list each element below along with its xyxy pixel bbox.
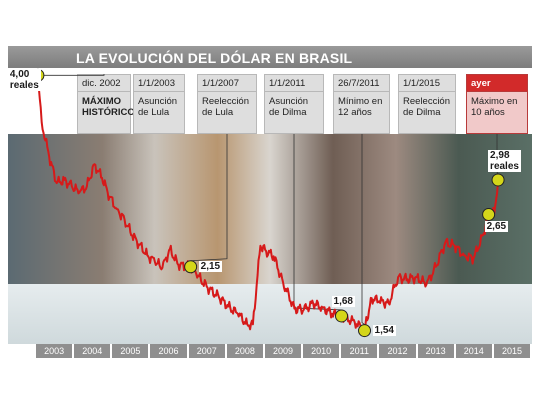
connector-line [190, 134, 228, 262]
connector-line [37, 74, 105, 76]
event-date: 1/1/2003 [134, 75, 184, 92]
chart-title: LA EVOLUCIÓN DEL DÓLAR EN BRASIL [76, 50, 353, 66]
point-markers [31, 68, 505, 338]
connector-line [496, 134, 499, 175]
connector-line [361, 134, 365, 325]
event-description: Reelección de Dilma [403, 96, 450, 118]
event-description: Mínimo en 12 años [338, 96, 383, 118]
event-box-reeleccion-lula: 1/1/2007 Reelección de Lula [197, 74, 257, 134]
x-tick-label: 2006 [150, 344, 187, 358]
x-tick-label: 2007 [188, 344, 225, 358]
connector-line [293, 134, 342, 311]
point-marker [358, 324, 372, 338]
series-line-usd-brl [36, 75, 500, 335]
data-label: 2,15 [198, 260, 223, 272]
event-date: 1/1/2015 [399, 75, 455, 92]
x-tick-label: 2014 [455, 344, 492, 358]
x-tick-label: 2012 [379, 344, 416, 358]
banknote-background [8, 284, 532, 344]
x-tick-label: 2011 [341, 344, 378, 358]
data-label: 1,54 [372, 324, 396, 336]
photo-background [8, 134, 532, 284]
event-description: Máximo en 10 años [471, 96, 518, 118]
x-tick-label: 2003 [36, 344, 73, 358]
event-box-reeleccion-dilma: 1/1/2015 Reelección de Dilma [398, 74, 456, 134]
event-date: 1/1/2007 [198, 75, 256, 92]
point-marker [482, 207, 496, 221]
point-marker [184, 260, 198, 274]
data-label: 2,65 [484, 221, 509, 233]
data-label: 4,00 reales [7, 69, 41, 92]
point-marker [335, 309, 349, 323]
event-description: MÁXIMO HISTÓRICO [82, 96, 135, 118]
event-date: 1/1/2011 [265, 75, 323, 92]
point-marker [491, 173, 505, 187]
title-bar [8, 46, 532, 68]
event-box-asuncion-lula: 1/1/2003 Asunción de Lula [133, 74, 185, 134]
x-tick-label: 2008 [226, 344, 263, 358]
x-axis: 2003 2004 2005 2006 2007 2008 2009 2010 2011 2012… [36, 344, 532, 358]
event-description: Asunción de Lula [138, 96, 178, 118]
x-tick-label: 2005 [112, 344, 149, 358]
event-description: Reelección de Lula [202, 96, 249, 118]
x-tick-label: 2004 [74, 344, 111, 358]
x-tick-label: 2015 [493, 344, 531, 358]
event-box-maximo-10-anos: ayer Máximo en 10 años [466, 74, 528, 134]
x-tick-label: 2009 [264, 344, 302, 358]
data-label: 2,98 reales [488, 149, 521, 172]
event-date: ayer [467, 75, 527, 92]
connector-lines [37, 74, 499, 325]
event-date: dic. 2002 [78, 75, 130, 92]
event-box-minimo: 26/7/2011 Mínimo en 12 años [333, 74, 390, 134]
event-description: Asunción de Dilma [269, 96, 309, 118]
event-date: 26/7/2011 [334, 75, 389, 92]
event-box-asuncion-dilma: 1/1/2011 Asunción de Dilma [264, 74, 324, 134]
x-tick-label: 2013 [417, 344, 454, 358]
data-label: 1,68 [331, 295, 355, 307]
x-tick-label: 2010 [303, 344, 340, 358]
